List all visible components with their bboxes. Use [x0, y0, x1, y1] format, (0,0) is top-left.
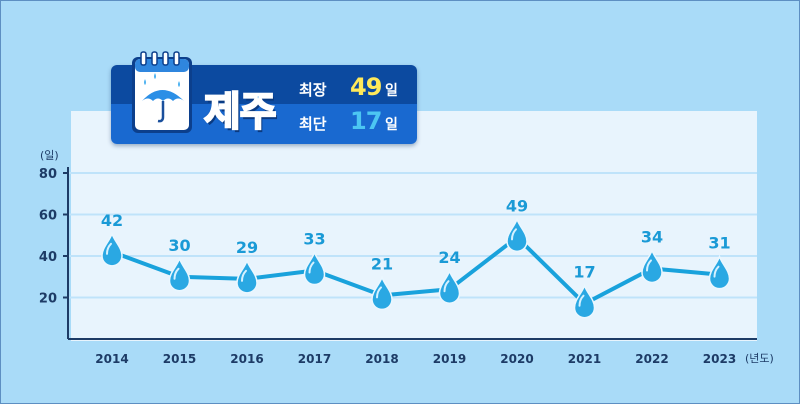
water-drop-highlight	[713, 265, 720, 278]
x-axis-unit: (년도)	[745, 352, 774, 365]
x-tick-label: 2015	[163, 352, 196, 366]
water-drop-marker	[708, 254, 731, 290]
y-tick-label: 80	[39, 167, 57, 182]
data-label: 30	[168, 236, 190, 255]
y-tick-label: 20	[39, 292, 57, 307]
water-drop-highlight	[308, 261, 315, 274]
x-tick-label: 2021	[568, 352, 601, 366]
water-drop-marker	[506, 217, 528, 253]
water-drop-highlight	[443, 280, 450, 293]
x-tick-label: 2018	[365, 352, 398, 366]
data-label: 42	[101, 211, 123, 230]
data-label: 33	[303, 230, 325, 249]
data-label: 17	[573, 263, 595, 282]
y-axis-unit: (일)	[40, 149, 59, 162]
data-label: 24	[438, 248, 460, 267]
x-tick-label: 2020	[500, 352, 533, 366]
water-drop-marker	[303, 250, 326, 286]
x-tick-label: 2019	[433, 352, 466, 366]
water-drop-highlight	[173, 267, 180, 280]
plot-area	[71, 111, 757, 341]
x-tick-label: 2023	[703, 352, 736, 366]
x-tick-label: 2022	[635, 352, 668, 366]
water-drop-highlight	[376, 286, 382, 299]
water-drop-highlight	[241, 269, 247, 282]
water-drop-marker	[101, 231, 123, 267]
water-drop-marker	[168, 256, 191, 292]
water-drop-marker	[236, 258, 258, 294]
water-drop-highlight	[511, 228, 517, 241]
x-tick-label: 2017	[298, 352, 331, 366]
water-drop-highlight	[106, 242, 112, 255]
data-label: 49	[506, 196, 528, 215]
water-drop-highlight	[578, 294, 585, 307]
x-tick-label: 2014	[95, 352, 128, 366]
water-drop-marker	[438, 269, 461, 304]
water-drop-marker	[641, 248, 663, 284]
data-label: 29	[236, 238, 258, 257]
data-label: 34	[641, 227, 663, 246]
calendar-umbrella-icon	[132, 51, 192, 133]
min-value: 17	[350, 107, 382, 135]
min-unit: 일	[385, 117, 398, 133]
min-label: 최단	[299, 115, 327, 133]
water-drop-marker	[573, 283, 596, 319]
water-drop-marker	[371, 275, 393, 311]
y-tick-label: 40	[39, 250, 57, 265]
x-tick-label: 2016	[230, 352, 263, 366]
data-label: 21	[371, 254, 393, 273]
water-drop-highlight	[646, 259, 652, 272]
max-value: 49	[350, 73, 382, 101]
y-tick-label: 60	[39, 209, 57, 224]
max-label: 최장	[299, 81, 327, 99]
max-unit: 일	[385, 83, 398, 99]
data-line	[110, 235, 722, 306]
region-title: 제주	[203, 88, 278, 136]
data-label: 31	[708, 234, 730, 253]
